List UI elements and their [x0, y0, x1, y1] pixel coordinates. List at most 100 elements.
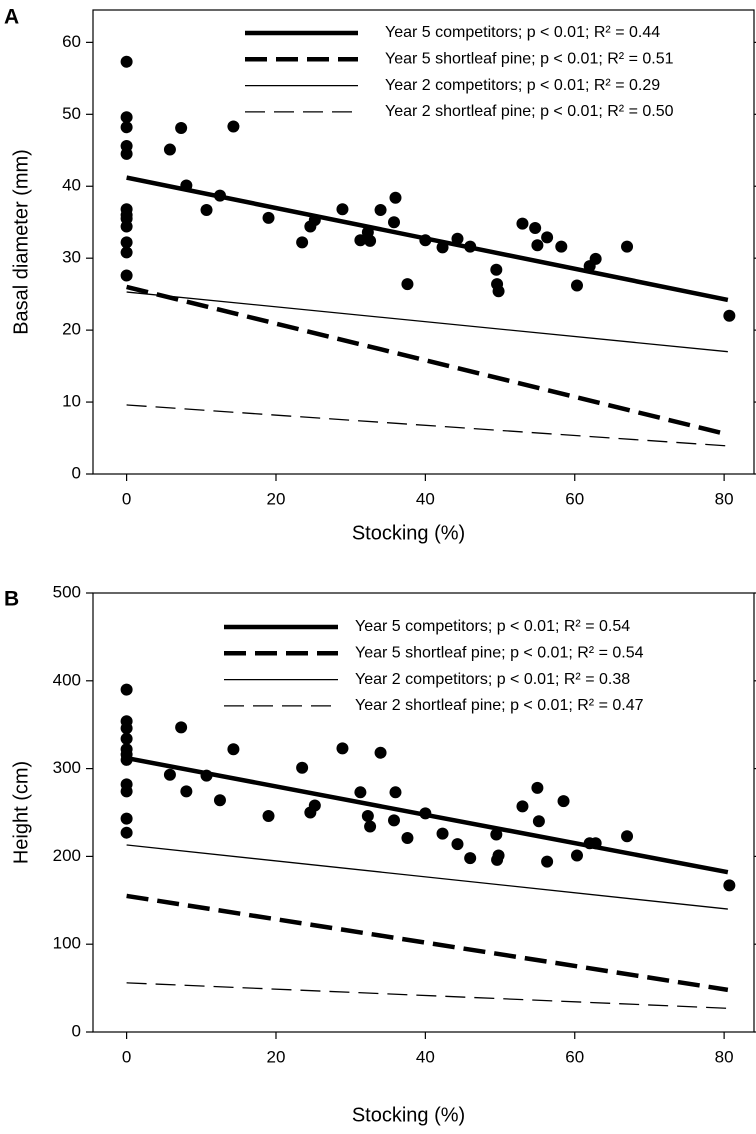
data-point [120, 55, 133, 68]
y-tick-label: 50 [62, 104, 81, 123]
x-tick-label: 40 [416, 489, 435, 508]
data-point [531, 239, 544, 252]
data-point [336, 203, 349, 216]
data-point [200, 769, 213, 782]
y-tick-label: 500 [53, 582, 81, 601]
data-point [163, 143, 176, 156]
x-axis-label: Stocking (%) [352, 1104, 465, 1126]
data-point [180, 785, 193, 798]
y-tick-label: 0 [72, 1021, 81, 1040]
plot-frame [92, 9, 755, 475]
regression-line [126, 982, 728, 1009]
data-point [308, 799, 321, 812]
y-tick-label: 20 [62, 320, 81, 339]
data-point [364, 234, 377, 247]
x-tick-label: 60 [565, 489, 584, 508]
data-point [516, 217, 529, 230]
data-point [490, 828, 503, 841]
data-point [213, 794, 226, 807]
data-point [361, 810, 374, 823]
data-point [120, 121, 133, 134]
data-point [570, 279, 583, 292]
data-point [532, 815, 545, 828]
data-point [227, 120, 240, 133]
data-point [336, 742, 349, 755]
data-point [120, 732, 133, 745]
regression-line [126, 893, 729, 993]
data-point [120, 220, 133, 233]
data-point [120, 246, 133, 259]
y-tick-label: 100 [53, 934, 81, 953]
panel-label: A [4, 6, 19, 29]
data-point [555, 240, 568, 253]
x-tick-label: 60 [565, 1047, 584, 1066]
data-point [364, 820, 377, 833]
y-axis-label: Basal diameter (mm) [10, 149, 32, 335]
data-point [531, 781, 544, 794]
data-point [387, 216, 400, 229]
data-point [374, 746, 387, 759]
data-point [120, 236, 133, 249]
data-point [120, 111, 133, 124]
x-tick-label: 40 [416, 1047, 435, 1066]
data-point [120, 147, 133, 160]
data-point [213, 189, 226, 202]
data-point [296, 236, 309, 249]
y-tick-label: 10 [62, 392, 81, 411]
y-axis-label: Height (cm) [10, 761, 32, 864]
data-point [516, 800, 529, 813]
data-point [296, 761, 309, 774]
data-point [389, 191, 402, 204]
data-point [436, 241, 449, 254]
data-point [387, 814, 400, 827]
data-point [541, 231, 554, 244]
data-point [419, 234, 432, 247]
data-point [451, 838, 464, 851]
data-point [490, 263, 503, 276]
plot-frame [92, 592, 755, 1033]
data-point [464, 852, 477, 865]
y-tick-label: 60 [62, 32, 81, 51]
legend-label: Year 5 shortleaf pine; p < 0.01; R² = 0.… [355, 645, 644, 662]
data-point [492, 849, 505, 862]
legend-label: Year 5 competitors; p < 0.01; R² = 0.44 [385, 24, 660, 41]
y-tick-label: 300 [53, 758, 81, 777]
data-point [120, 269, 133, 282]
data-point [529, 221, 542, 234]
x-tick-label: 80 [715, 489, 734, 508]
panel: A 0 10 20 30 40 50 60 0 20 40 60 80 Stocking (%) Basal… [4, 6, 756, 544]
data-point [374, 203, 387, 216]
data-point [401, 831, 414, 844]
regression-line [126, 404, 728, 447]
panel: B 0 100 200 300 400 500 0 20 40 60 80 Stocking (%) He… [4, 582, 756, 1126]
legend-label: Year 2 competitors; p < 0.01; R² = 0.38 [355, 671, 630, 688]
legend-label: Year 2 shortleaf pine; p < 0.01; R² = 0.… [385, 103, 674, 120]
data-point [621, 830, 634, 843]
data-point [723, 879, 736, 892]
legend-label: Year 2 competitors; p < 0.01; R² = 0.29 [385, 77, 660, 94]
data-point [492, 285, 505, 298]
data-point [120, 812, 133, 825]
data-point [354, 786, 367, 799]
x-tick-label: 0 [122, 1047, 131, 1066]
data-point [120, 826, 133, 839]
x-tick-label: 80 [715, 1047, 734, 1066]
x-tick-label: 20 [267, 489, 286, 508]
data-point [262, 810, 275, 823]
data-point [570, 849, 583, 862]
data-point [308, 214, 321, 227]
data-point [419, 807, 432, 820]
legend-label: Year 5 competitors; p < 0.01; R² = 0.54 [355, 618, 630, 635]
x-tick-label: 20 [267, 1047, 286, 1066]
data-point [401, 278, 414, 291]
y-tick-label: 40 [62, 176, 81, 195]
legend-label: Year 5 shortleaf pine; p < 0.01; R² = 0.… [385, 51, 674, 68]
y-tick-label: 0 [72, 463, 81, 482]
x-tick-label: 0 [122, 489, 131, 508]
legend-label: Year 2 shortleaf pine; p < 0.01; R² = 0.… [355, 697, 644, 714]
data-point [175, 721, 188, 734]
data-point [541, 855, 554, 868]
regression-line [126, 844, 728, 910]
panel-label: B [4, 588, 19, 611]
